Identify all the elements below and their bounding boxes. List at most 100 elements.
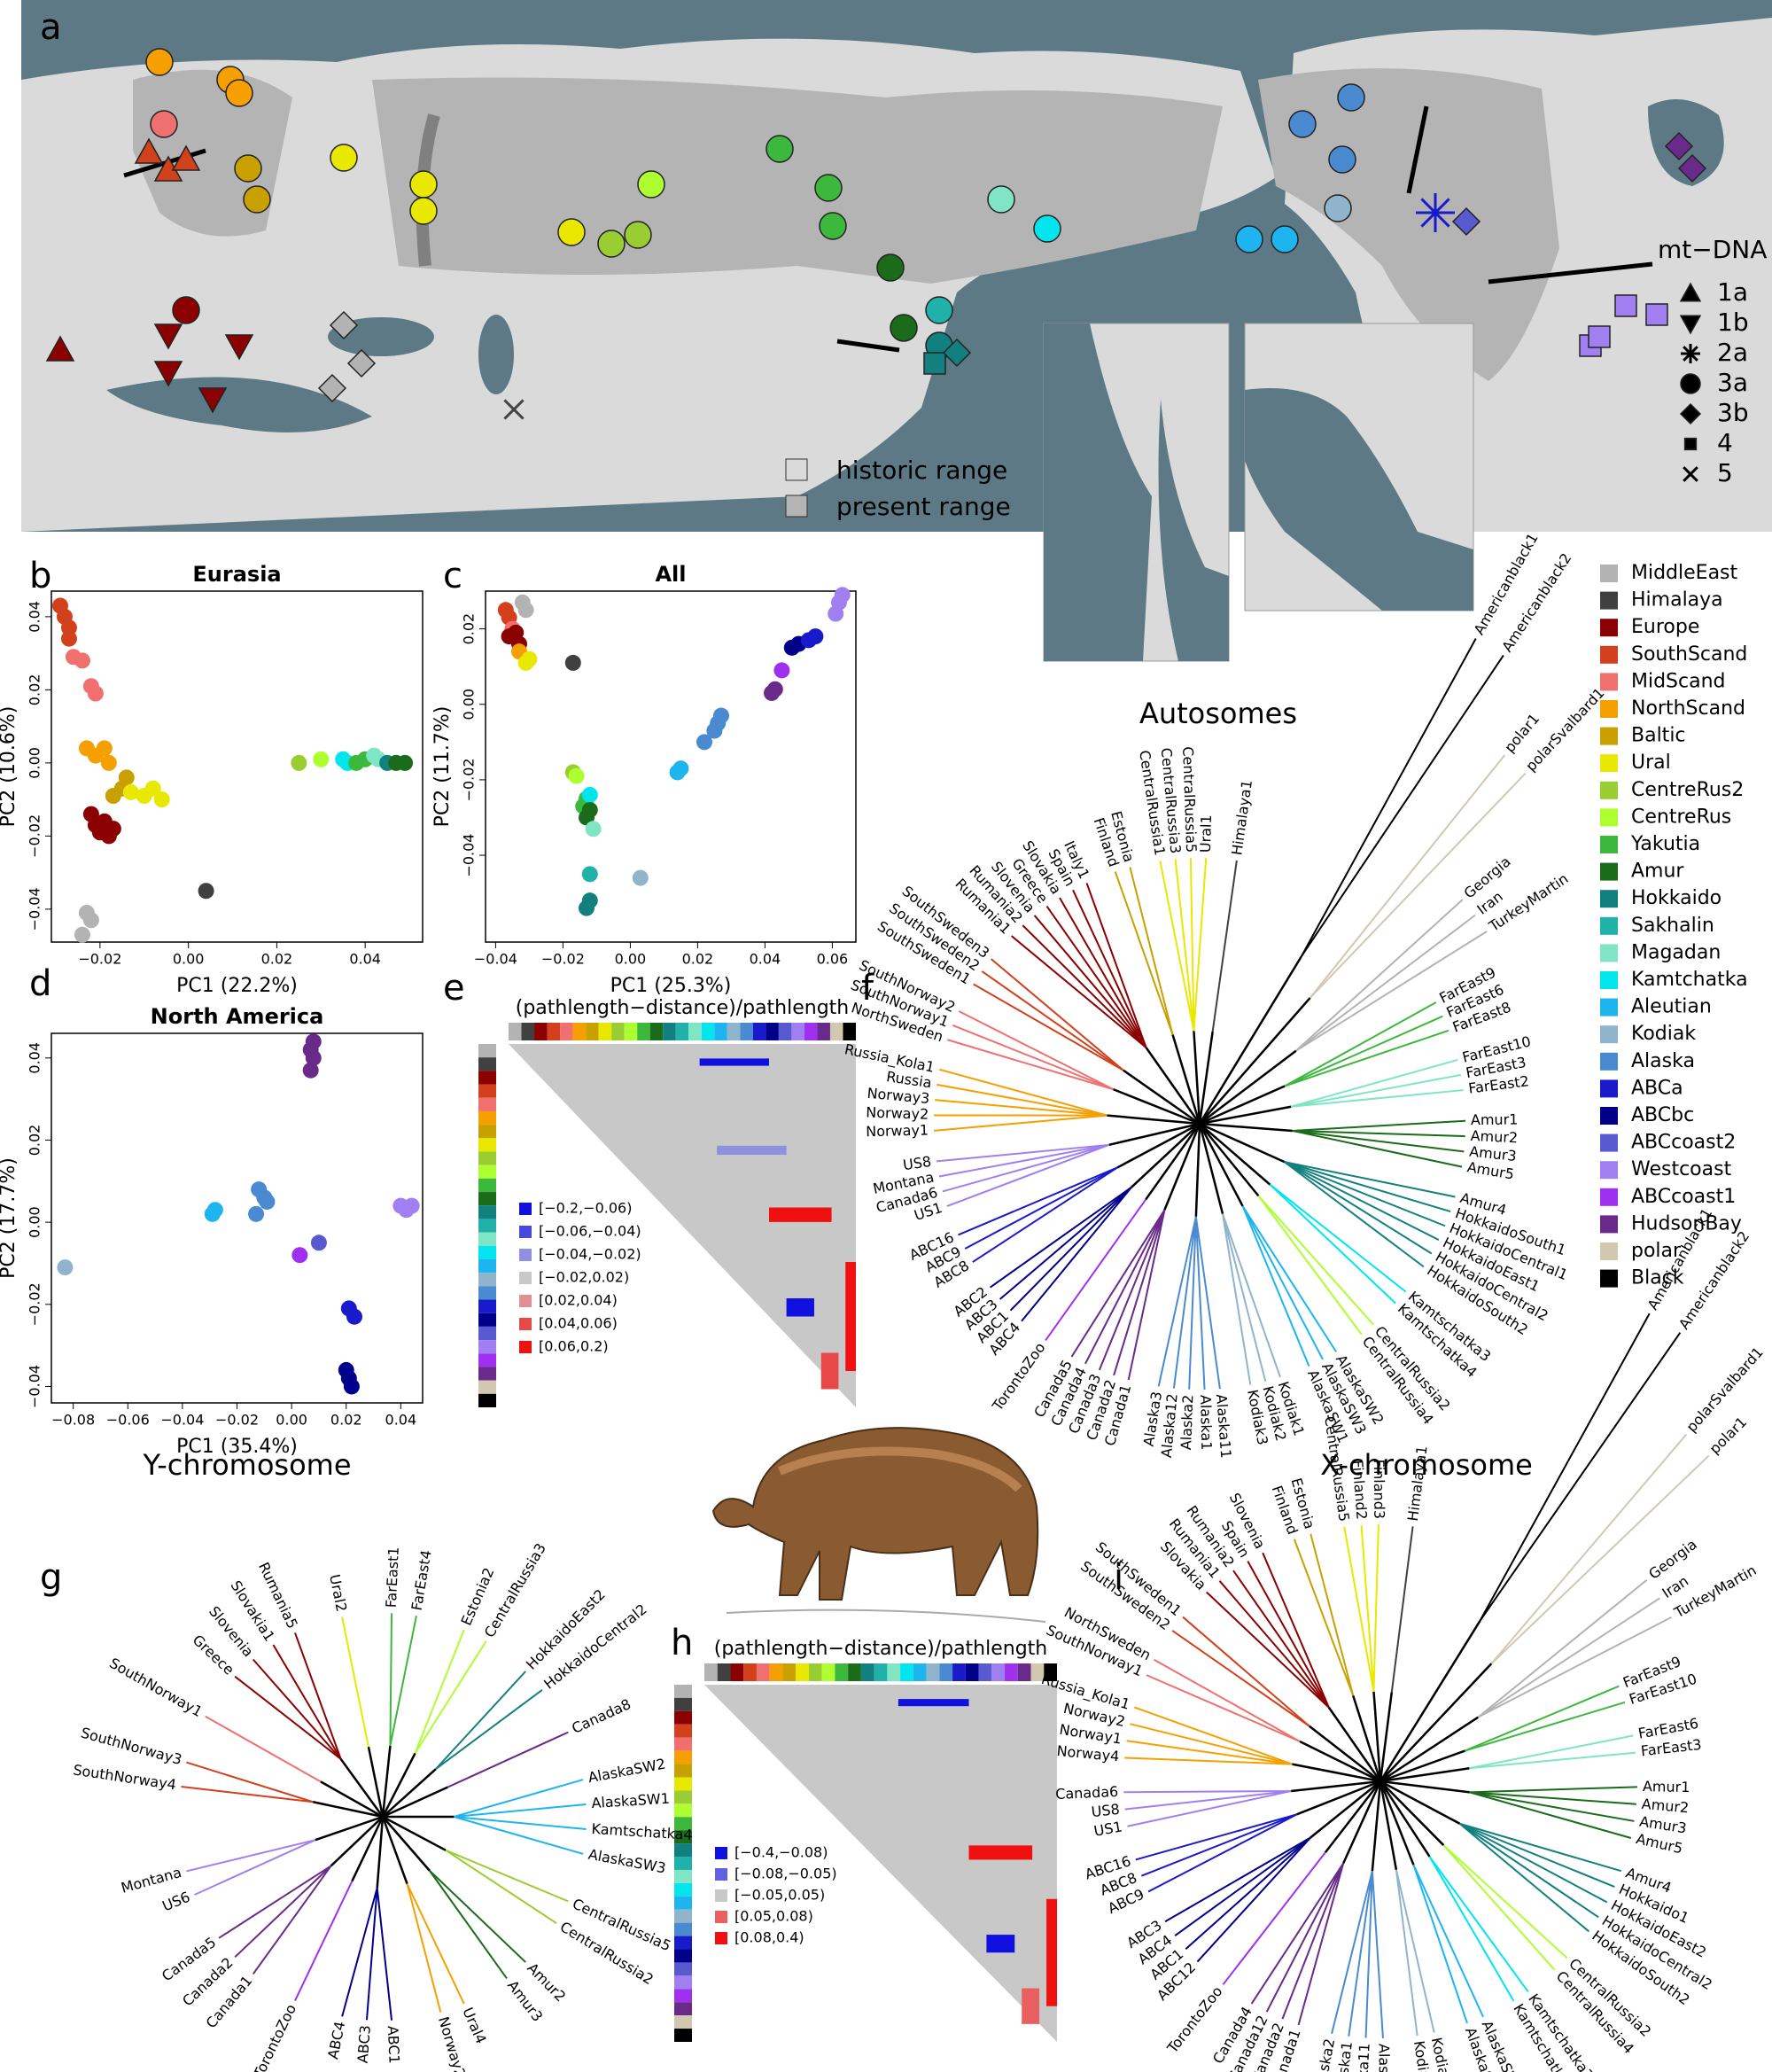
tree-branch	[1379, 1620, 1481, 1782]
color-bar-left	[674, 1882, 692, 1897]
color-bar-left	[478, 1125, 496, 1139]
tip-label: Amur1	[1643, 1778, 1690, 1795]
tree-title: Autosomes	[1139, 697, 1297, 730]
tree-branch	[1295, 899, 1464, 1052]
tip-label: CentralRussia5	[1179, 746, 1200, 853]
sample-marker	[1451, 206, 1481, 237]
sample-marker	[925, 296, 953, 324]
legend-label: SouthScand	[1631, 643, 1747, 666]
tree-branch	[1428, 1856, 1515, 2002]
point	[713, 707, 729, 724]
color-bar-top	[727, 1023, 741, 1040]
color-bar-left	[478, 1353, 496, 1367]
tree-branch	[1163, 1123, 1201, 1211]
point	[696, 734, 712, 751]
tip-label: Canada8	[569, 1695, 633, 1737]
color-bar-left	[674, 1949, 692, 1963]
legend-label: CentreRus2	[1631, 779, 1744, 801]
tip-label: Finland2	[1349, 1460, 1371, 1521]
point	[105, 821, 121, 837]
sample-marker	[234, 154, 262, 183]
tree-branch	[341, 1887, 378, 2017]
tree-branch	[942, 1143, 1110, 1193]
tip-label: Ural4	[459, 2005, 489, 2046]
sample-marker	[198, 387, 228, 414]
panel-label: h	[671, 1623, 693, 1663]
tree-branch	[1372, 1523, 1380, 1692]
legend-swatch	[1600, 1107, 1618, 1125]
tree-branch	[1199, 1123, 1271, 1186]
tree-branch	[406, 1883, 465, 2005]
sample-marker	[923, 352, 946, 375]
mtdna-label: 4	[1717, 428, 1733, 457]
tree-title: X-chromosome	[1320, 1448, 1533, 1482]
color-bar-top	[740, 1023, 753, 1040]
tree-branch	[1292, 1129, 1463, 1168]
color-bar-top	[1030, 1663, 1045, 1681]
color-bar-top	[926, 1663, 940, 1681]
mtdna-symbol	[1679, 315, 1702, 335]
y-axis-label: PC2 (11.7%)	[431, 706, 454, 828]
legend-label: Ural	[1631, 752, 1671, 774]
tree-branch	[1442, 1844, 1568, 1959]
y-tick-label: −0.04	[27, 887, 43, 931]
color-bar-top	[952, 1663, 966, 1681]
point	[807, 628, 824, 645]
tip-label: US1	[1092, 1818, 1123, 1839]
heatmap-cell	[820, 1352, 839, 1390]
y-axis-label: PC2 (10.6%)	[0, 706, 19, 828]
color-bar-left	[674, 1777, 692, 1791]
x-tick-label: −0.08	[51, 1412, 95, 1429]
tree-branch	[1428, 1856, 1529, 1992]
legend-swatch	[519, 1341, 532, 1353]
tree-branch	[1477, 1578, 1648, 1718]
legend-label: Kodiak	[1631, 1023, 1696, 1045]
tree-branch	[936, 1143, 1109, 1163]
panel-label: c	[443, 556, 462, 596]
tree-branch	[1182, 1616, 1310, 1727]
heatmap-legend-label: [0.02,0.04)	[539, 1292, 618, 1309]
tree-branch	[946, 1143, 1110, 1208]
chart-title: All	[655, 562, 686, 587]
color-bar-left	[478, 1205, 496, 1219]
color-bar-top	[1044, 1663, 1057, 1681]
color-bar-top	[743, 1663, 757, 1681]
x-tick-label: 0.00	[615, 951, 647, 968]
color-bar-top	[649, 1023, 664, 1040]
tree-branch	[1380, 1749, 1465, 1783]
color-bar-left	[478, 1084, 496, 1098]
tree-branch	[376, 1816, 385, 1889]
range-label: present range	[836, 492, 1011, 521]
y-tick-label: 0.02	[461, 613, 478, 645]
tree-branch	[315, 1815, 384, 1842]
tree-branch	[1284, 1161, 1456, 1198]
sample-marker	[876, 253, 905, 282]
color-bar-top	[624, 1023, 638, 1040]
tree-branch	[351, 1816, 385, 1882]
tree-branch	[414, 1629, 465, 1754]
legend-swatch	[1600, 645, 1618, 664]
x-tick-label: 0.02	[261, 951, 293, 968]
point	[291, 754, 307, 771]
tree-branch	[1465, 1701, 1626, 1752]
panel-label: g	[40, 1557, 62, 1598]
tree-branch	[1072, 889, 1147, 1048]
tree-branch	[1352, 1694, 1382, 1782]
legend-swatch	[1600, 754, 1618, 773]
sample-marker	[1614, 294, 1637, 317]
y-axis-label: PC2 (17.7%)	[0, 1157, 19, 1279]
tree-branch	[1364, 1871, 1373, 2038]
tree-branch	[1284, 1161, 1425, 1268]
tree-branch	[1490, 1433, 1688, 1664]
color-bar-top	[611, 1023, 625, 1040]
legend-swatch	[519, 1295, 532, 1307]
heatmap-cell	[845, 1262, 856, 1371]
tree-branch	[454, 1816, 584, 1855]
tree-branch	[252, 1658, 342, 1760]
tree-branch	[1022, 924, 1147, 1048]
legend-swatch	[1600, 1269, 1618, 1288]
color-bar-left	[674, 1685, 692, 1698]
sample-marker-stroke	[503, 399, 525, 420]
tip-label: ABC1	[385, 2025, 403, 2064]
tree-branch	[1380, 1780, 1470, 1794]
